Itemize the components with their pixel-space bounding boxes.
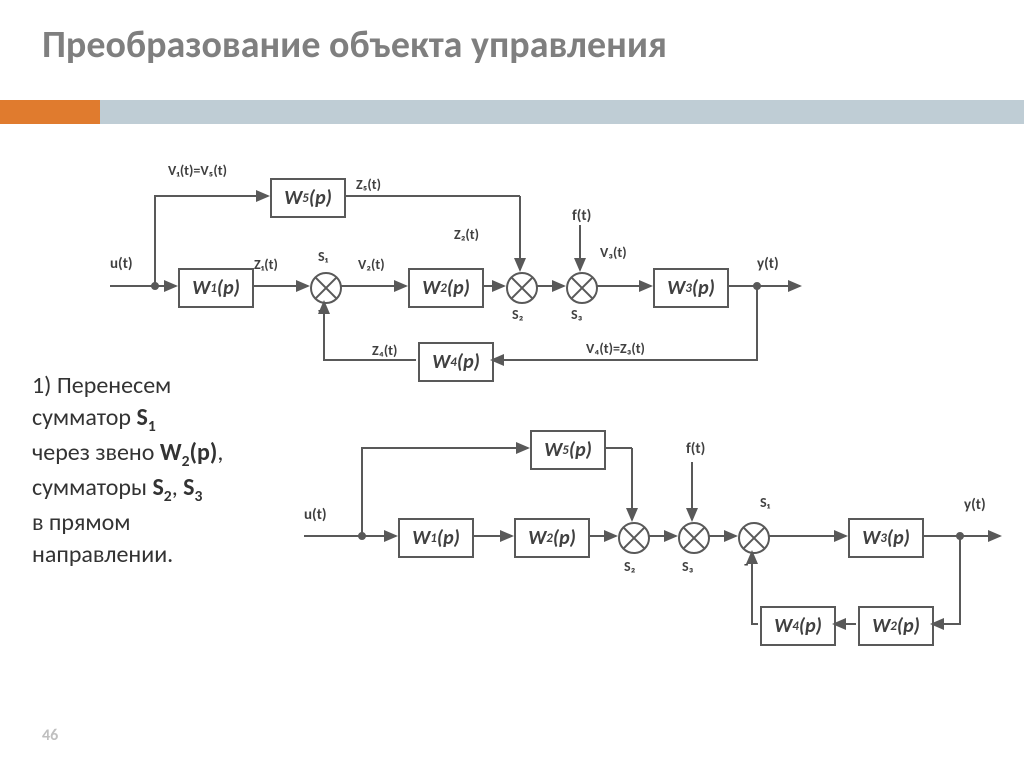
block-w3-bot: W3(p) [848,518,924,558]
block-w4-top: W4(p) [418,342,494,382]
label-s2-bot: S₂ [624,558,635,575]
block-w2-fb-bot: W2(p) [858,606,934,646]
label-z4-top: Z₄(t) [372,342,397,359]
label-s1-top: S₁ [318,248,328,265]
label-z1-top: Z₁(t) [254,256,278,273]
block-w5-bot: W5(p) [530,430,606,470]
block-w2-bot: W2(p) [514,518,590,558]
block-w5-top: W5(p) [270,178,346,218]
label-z2-top: Z₂(t) [454,226,479,243]
block-w1-bot: W1(p) [398,518,474,558]
sum-s3-top [566,272,598,304]
label-z5-top: Z₅(t) [356,176,381,193]
label-ft-top: f(t) [572,207,591,225]
sum-s2-top [506,272,538,304]
label-s1-bot: S₁ [760,494,770,511]
label-ut-bot: u(t) [304,506,327,524]
block-w3-top: W3(p) [653,268,729,308]
label-s3-top: S₃ [571,306,582,323]
label-minus-bot: - [744,556,748,573]
sum-s1-bot [738,522,770,554]
page-number: 46 [42,726,58,745]
label-minus-top: - [318,302,322,319]
label-yt-top: y(t) [757,255,779,273]
label-v2-top: V₂(t) [358,256,385,273]
label-v4z3-top: V₄(t)=Z₃(t) [586,340,645,357]
sum-s1-top [310,272,342,304]
label-ft-bot: f(t) [686,440,705,458]
label-s3-bot: S₃ [682,558,693,575]
label-ut-top: u(t) [110,255,133,273]
sum-s2-bot [618,522,650,554]
slide-title: Преобразование объекта управления [42,22,667,68]
block-w4-bot: W4(p) [760,606,836,646]
label-yt-bot: y(t) [964,496,986,514]
label-v3-top: V₃(t) [600,244,627,261]
sum-s3-bot [678,522,710,554]
block-w1-top: W1(p) [178,268,254,308]
accent-bar-orange [0,100,100,124]
label-s2-top: S₂ [512,306,523,323]
block-w2-top: W2(p) [408,268,484,308]
label-v1v5-top: V₁(t)=V₅(t) [168,162,227,179]
body-text: 1) Перенесем сумматор S1 через звено W2(… [32,370,307,572]
accent-bar-gray [100,100,1024,124]
